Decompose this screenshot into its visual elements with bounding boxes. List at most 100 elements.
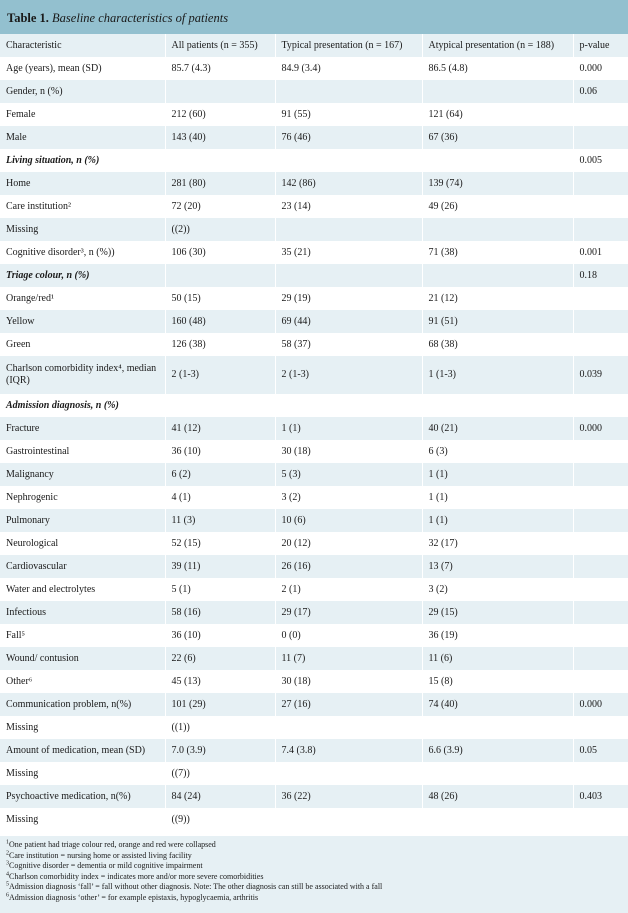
footnote: 2Care institution = nursing home or assi… bbox=[6, 850, 628, 862]
cell-all-patients bbox=[164, 264, 275, 287]
table-title: Table 1. Baseline characteristics of pat… bbox=[0, 0, 628, 34]
cell-p-value bbox=[572, 195, 628, 218]
cell-all-patients: 22 (6) bbox=[164, 647, 275, 670]
cell-characteristic: Psychoactive medication, n(%) bbox=[0, 785, 165, 808]
cell-p-value bbox=[572, 103, 628, 126]
cell-typical: 2 (1) bbox=[274, 578, 422, 601]
cell-characteristic: Pulmonary bbox=[0, 509, 165, 532]
table-row: Female 212 (60) 91 (55) 121 (64) bbox=[0, 103, 628, 126]
table-row: Neurological 52 (15) 20 (12) 32 (17) bbox=[0, 532, 628, 555]
cell-characteristic: Age (years), mean (SD) bbox=[0, 57, 165, 80]
cell-all-patients: 5 (1) bbox=[164, 578, 275, 601]
table-body: Age (years), mean (SD) 85.7 (4.3) 84.9 (3.… bbox=[0, 57, 628, 831]
table-row: Cognitive disorder³, n (%)) 106 (30) 35 (2… bbox=[0, 241, 628, 264]
cell-atypical: 6 (3) bbox=[421, 440, 573, 463]
table-row: Cardiovascular 39 (11) 26 (16) 13 (7) bbox=[0, 555, 628, 578]
cell-all-patients: 85.7 (4.3) bbox=[164, 57, 275, 80]
cell-typical bbox=[274, 264, 422, 287]
cell-all-patients: 11 (3) bbox=[164, 509, 275, 532]
footnote-text: Cognitive disorder = dementia or mild co… bbox=[9, 861, 203, 870]
cell-atypical: 49 (26) bbox=[421, 195, 573, 218]
header-atypical-presentation: Atypical presentation (n = 188) bbox=[421, 34, 573, 57]
cell-characteristic: Yellow bbox=[0, 310, 165, 333]
footnote-text: One patient had triage colour red, orang… bbox=[9, 840, 216, 849]
cell-all-patients: 101 (29) bbox=[164, 693, 275, 716]
cell-all-patients: 4 (1) bbox=[164, 486, 275, 509]
cell-typical: 30 (18) bbox=[274, 670, 422, 693]
cell-p-value bbox=[572, 218, 628, 241]
cell-atypical bbox=[421, 264, 573, 287]
cell-atypical: 6.6 (3.9) bbox=[421, 739, 573, 762]
table-row: Nephrogenic 4 (1) 3 (2) 1 (1) bbox=[0, 486, 628, 509]
cell-atypical: 40 (21) bbox=[421, 417, 573, 440]
table-number: Table 1. bbox=[7, 11, 49, 25]
cell-all-patients: 126 (38) bbox=[164, 333, 275, 356]
table-row: Fall⁵ 36 (10) 0 (0) 36 (19) bbox=[0, 624, 628, 647]
cell-atypical bbox=[421, 149, 573, 172]
cell-all-patients: 72 (20) bbox=[164, 195, 275, 218]
cell-characteristic: Missing bbox=[0, 218, 165, 241]
cell-characteristic: Orange/red¹ bbox=[0, 287, 165, 310]
cell-atypical: 3 (2) bbox=[421, 578, 573, 601]
table-row: Fracture 41 (12) 1 (1) 40 (21) 0.000 bbox=[0, 417, 628, 440]
cell-all-patients: ((9)) bbox=[164, 808, 275, 831]
footnote-text: Admission diagnosis ‘other’ = for exampl… bbox=[9, 892, 259, 902]
cell-characteristic: Other⁶ bbox=[0, 670, 165, 693]
cell-characteristic: Malignancy bbox=[0, 463, 165, 486]
cell-p-value bbox=[572, 486, 628, 509]
cell-atypical: 68 (38) bbox=[421, 333, 573, 356]
cell-p-value bbox=[572, 532, 628, 555]
cell-all-patients: 36 (10) bbox=[164, 440, 275, 463]
cell-atypical: 1 (1) bbox=[421, 486, 573, 509]
table-row: Missing ((2)) bbox=[0, 218, 628, 241]
cell-p-value bbox=[572, 394, 628, 417]
cell-characteristic: Communication problem, n(%) bbox=[0, 693, 165, 716]
cell-p-value: 0.000 bbox=[572, 693, 628, 716]
cell-atypical: 67 (36) bbox=[421, 126, 573, 149]
cell-atypical: 86.5 (4.8) bbox=[421, 57, 573, 80]
cell-typical: 76 (46) bbox=[274, 126, 422, 149]
cell-characteristic: Green bbox=[0, 333, 165, 356]
table-row: Gastrointestinal 36 (10) 30 (18) 6 (3) bbox=[0, 440, 628, 463]
cell-characteristic: Care institution² bbox=[0, 195, 165, 218]
table-row: Age (years), mean (SD) 85.7 (4.3) 84.9 (3.… bbox=[0, 57, 628, 80]
table-row: Home 281 (80) 142 (86) 139 (74) bbox=[0, 172, 628, 195]
cell-p-value bbox=[572, 601, 628, 624]
cell-all-patients: 106 (30) bbox=[164, 241, 275, 264]
footnote-mark: 5 bbox=[6, 881, 9, 888]
cell-atypical: 32 (17) bbox=[421, 532, 573, 555]
section-row: Living situation, n (%) 0.005 bbox=[0, 149, 628, 172]
cell-p-value bbox=[572, 172, 628, 195]
cell-all-patients: 7.0 (3.9) bbox=[164, 739, 275, 762]
footnote: 1One patient had triage colour red, oran… bbox=[6, 839, 628, 851]
cell-p-value: 0.403 bbox=[572, 785, 628, 808]
cell-all-patients bbox=[164, 80, 275, 103]
cell-all-patients: ((7)) bbox=[164, 762, 275, 785]
cell-typical bbox=[274, 762, 422, 785]
footnote: 3Cognitive disorder = dementia or mild c… bbox=[6, 860, 628, 872]
cell-typical: 35 (21) bbox=[274, 241, 422, 264]
cell-all-patients bbox=[164, 149, 275, 172]
cell-p-value bbox=[572, 578, 628, 601]
table-caption: Baseline characteristics of patients bbox=[52, 11, 229, 25]
cell-atypical bbox=[421, 80, 573, 103]
table-row: Missing ((9)) bbox=[0, 808, 628, 831]
cell-p-value bbox=[572, 440, 628, 463]
header-row: Characteristic All patients (n = 355) Ty… bbox=[0, 34, 628, 57]
cell-characteristic: Infectious bbox=[0, 601, 165, 624]
cell-characteristic: Male bbox=[0, 126, 165, 149]
cell-characteristic: Female bbox=[0, 103, 165, 126]
cell-p-value bbox=[572, 287, 628, 310]
cell-characteristic: Cardiovascular bbox=[0, 555, 165, 578]
cell-characteristic: Triage colour, n (%) bbox=[0, 264, 165, 287]
cell-typical: 23 (14) bbox=[274, 195, 422, 218]
cell-characteristic: Amount of medication, mean (SD) bbox=[0, 739, 165, 762]
table-row: Communication problem, n(%) 101 (29) 27 (1… bbox=[0, 693, 628, 716]
table-row: Yellow 160 (48) 69 (44) 91 (51) bbox=[0, 310, 628, 333]
cell-typical: 142 (86) bbox=[274, 172, 422, 195]
cell-typical: 58 (37) bbox=[274, 333, 422, 356]
footnote-mark: 4 bbox=[6, 870, 9, 877]
footnote-text: Charlson comorbidity index = indicates m… bbox=[9, 871, 264, 881]
header-characteristic: Characteristic bbox=[0, 34, 165, 57]
cell-p-value: 0.000 bbox=[572, 417, 628, 440]
